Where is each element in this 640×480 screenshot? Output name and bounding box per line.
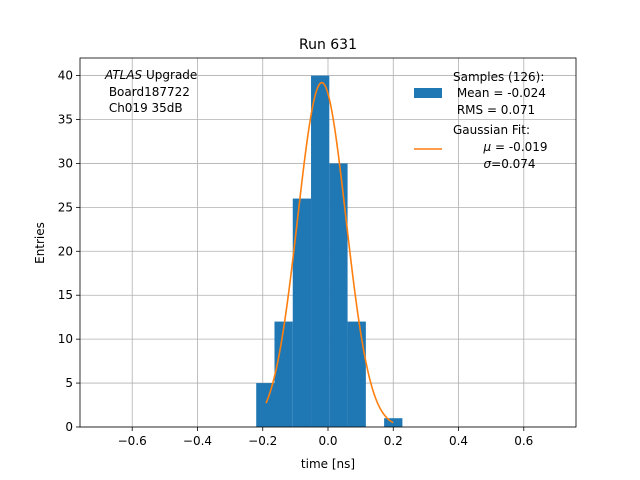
- legend-fit-mu-value: = -0.019: [491, 140, 547, 154]
- legend-fit-title: Gaussian Fit:: [453, 123, 530, 137]
- y-tick-label: 25: [58, 200, 73, 214]
- legend-fit-sigma-sym: σ: [484, 157, 492, 171]
- x-tick-label: 0.4: [449, 434, 468, 448]
- svg-text:μ = -0.019: μ = -0.019: [453, 140, 567, 154]
- y-tick-label: 40: [58, 69, 73, 83]
- annotation-board: Board187722: [105, 85, 190, 99]
- x-tick-label: 0.6: [514, 434, 533, 448]
- svg-text:ATLAS Upgrade: ATLAS Upgrade: [104, 68, 197, 82]
- histogram-bars: [256, 75, 403, 428]
- histogram-bar: [292, 198, 312, 427]
- histogram-bar: [274, 321, 293, 427]
- x-axis-ticks: −0.6 −0.4 −0.2 0.0 0.2 0.4 0.6: [118, 427, 533, 448]
- y-tick-label: 30: [58, 156, 73, 170]
- y-tick-label: 15: [58, 288, 73, 302]
- legend-fit-sigma-value: =0.074: [491, 157, 535, 171]
- y-tick-label: 0: [65, 420, 73, 434]
- histogram-bar: [256, 383, 275, 427]
- annotation-channel: Ch019 35dB: [105, 101, 183, 115]
- legend-samples-swatch: [414, 88, 442, 98]
- svg-text:σ=0.074: σ=0.074: [453, 157, 555, 171]
- legend-samples-title: Samples (126):: [453, 70, 544, 84]
- histogram-bar: [311, 75, 330, 428]
- x-tick-label: 0.2: [384, 434, 403, 448]
- legend-samples-mean: Mean = -0.024: [453, 86, 546, 100]
- histogram-bar: [347, 321, 366, 427]
- y-tick-label: 10: [58, 332, 73, 346]
- gaussian-fit-layer: [265, 81, 394, 424]
- annotation-upgrade: Upgrade: [142, 68, 197, 82]
- annotation-atlas: ATLAS: [104, 68, 143, 82]
- x-tick-label: −0.4: [183, 434, 212, 448]
- x-axis-label: time [ns]: [301, 457, 355, 471]
- histogram-bar: [329, 163, 348, 427]
- y-axis-ticks: 0 5 10 15 20 25 30 35 40: [58, 69, 80, 434]
- x-tick-label: 0.0: [318, 434, 337, 448]
- y-tick-label: 5: [65, 376, 73, 390]
- x-tick-label: −0.2: [248, 434, 277, 448]
- x-tick-label: −0.6: [118, 434, 147, 448]
- gaussian-fit-curve: [265, 81, 394, 424]
- atlas-annotation: ATLAS Upgrade Board187722 Ch019 35dB: [104, 68, 197, 115]
- legend-fit-mu-sym: μ: [483, 140, 492, 154]
- chart-title: Run 631: [299, 37, 357, 53]
- y-axis-label: Entries: [33, 222, 47, 264]
- legend: Samples (126): Mean = -0.024 RMS = 0.071…: [414, 70, 567, 171]
- y-tick-label: 35: [58, 113, 73, 127]
- y-tick-label: 20: [58, 244, 73, 258]
- legend-samples-rms: RMS = 0.071: [453, 103, 535, 117]
